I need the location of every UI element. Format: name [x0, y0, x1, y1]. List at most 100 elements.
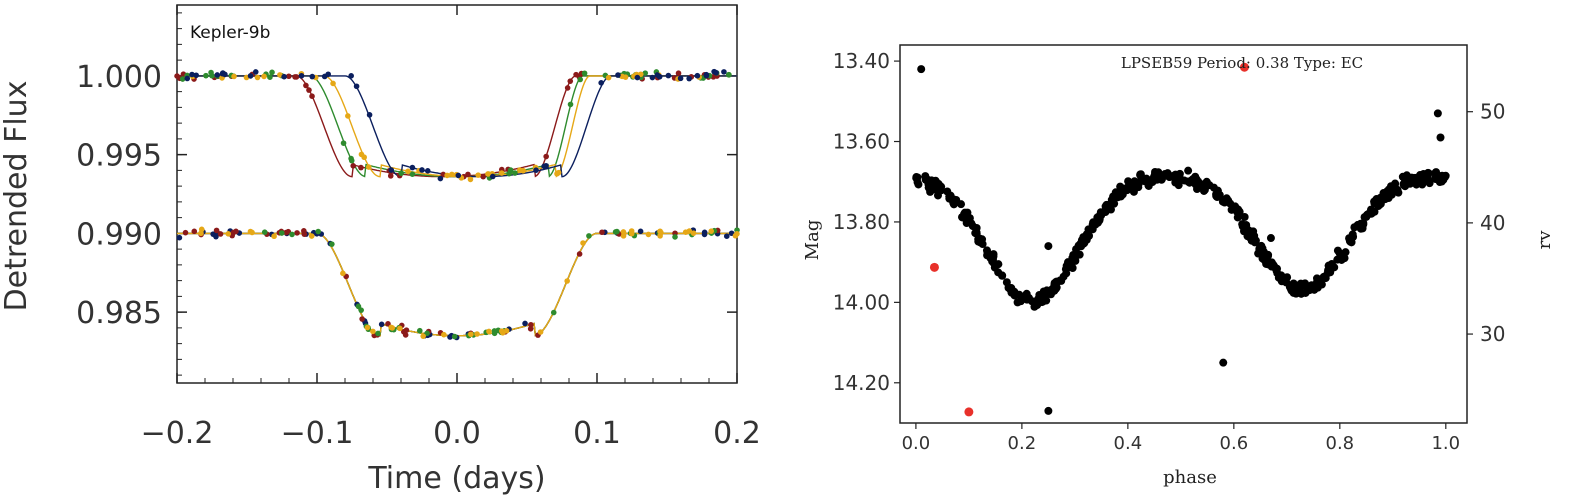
flux-point — [682, 229, 689, 235]
x-tick-label: 1.0 — [1431, 433, 1460, 454]
flux-point — [247, 73, 254, 79]
flux-point — [225, 231, 232, 237]
mag-point — [1372, 195, 1381, 204]
mag-point — [1243, 226, 1252, 235]
x-tick-label: 0.2 — [1008, 433, 1037, 454]
flux-point — [657, 228, 663, 235]
chart-annotation: Kepler-9b — [190, 23, 270, 43]
flux-point — [503, 327, 510, 334]
mag-point — [1152, 175, 1161, 184]
mag-point — [974, 237, 983, 246]
flux-point — [366, 112, 373, 118]
mag-point — [914, 180, 923, 189]
flux-point — [645, 231, 652, 238]
mag-point — [1386, 187, 1395, 196]
mag-point — [1348, 230, 1357, 239]
flux-point — [586, 233, 592, 239]
x-tick-label: 0.2 — [713, 416, 761, 451]
mag-point — [1234, 205, 1243, 214]
mag-outlier-point — [1044, 406, 1053, 415]
mag-point — [1151, 168, 1160, 177]
flux-point — [686, 75, 692, 82]
y-tick-label: 13.40 — [833, 49, 890, 73]
mag-point — [1192, 181, 1201, 190]
flux-point — [449, 171, 455, 178]
mag-point — [1010, 287, 1019, 296]
mag-point — [1057, 276, 1066, 285]
flux-point — [721, 69, 727, 75]
flux-point — [675, 70, 682, 77]
y-tick-label: 0.995 — [76, 139, 162, 174]
flux-point — [286, 73, 292, 80]
flux-point — [294, 230, 300, 236]
mag-point — [949, 195, 958, 204]
y2-axis-label: rv — [1534, 230, 1555, 250]
flux-point — [330, 80, 336, 87]
flux-point — [581, 70, 588, 77]
y-tick-label: 14.20 — [833, 371, 890, 395]
mag-point — [1116, 182, 1125, 191]
x-tick-label: 0.0 — [902, 433, 931, 454]
mag-outlier-point — [1436, 133, 1445, 142]
mag-point — [972, 228, 981, 237]
flux-point — [208, 69, 214, 76]
flux-point — [306, 87, 312, 93]
flux-point — [703, 71, 710, 78]
flux-point — [231, 73, 237, 80]
mag-point — [1101, 206, 1110, 215]
flux-point — [573, 71, 579, 78]
flux-point — [634, 74, 641, 81]
x-axis-label: Time (days) — [367, 461, 545, 496]
flux-point — [292, 74, 298, 80]
y-tick-label: 0.985 — [76, 296, 162, 331]
model-curve-lower — [177, 232, 737, 337]
flux-point — [665, 72, 672, 79]
flux-point — [615, 72, 621, 78]
flux-point — [348, 73, 354, 79]
mag-point — [1441, 171, 1450, 180]
flux-point — [217, 231, 224, 237]
mag-point — [983, 250, 992, 259]
flux-point — [340, 140, 347, 146]
mag-point — [937, 186, 946, 195]
flux-point — [365, 164, 372, 170]
mag-point — [1109, 199, 1118, 208]
flux-point — [599, 229, 605, 236]
flux-point — [637, 228, 644, 235]
mag-point — [1165, 173, 1174, 182]
flux-point — [261, 73, 267, 80]
mag-point — [1326, 268, 1335, 277]
mag-point — [1213, 192, 1222, 201]
flux-point — [654, 72, 661, 78]
flux-point — [325, 71, 332, 78]
model-curve-lower — [177, 232, 737, 337]
flux-point — [345, 113, 351, 119]
flux-point — [498, 328, 505, 334]
flux-point — [564, 85, 571, 91]
mag-point — [1434, 172, 1443, 181]
flux-point — [405, 168, 411, 175]
flux-point — [184, 75, 191, 82]
mag-point — [1354, 220, 1363, 229]
mag-point — [1030, 302, 1039, 311]
flux-point — [278, 230, 285, 236]
model-curve-upper — [177, 75, 737, 178]
flux-point — [541, 163, 547, 170]
y-axis-label: Mag — [802, 220, 823, 261]
flux-point — [628, 228, 635, 234]
flux-point — [361, 154, 367, 161]
flux-point — [203, 72, 209, 79]
lpseb59-svg: 0.0 0.2 0.4 0.6 0.8 1.0 13.40 13.60 13.80 14.00 1… — [802, 44, 1555, 488]
model-curve-lower — [177, 232, 737, 337]
mag-point — [1401, 176, 1410, 185]
flux-point — [191, 228, 198, 235]
mag-point — [924, 183, 933, 192]
flux-point — [315, 228, 322, 235]
flux-point — [397, 325, 403, 332]
mag-point — [913, 173, 922, 182]
mag-outlier-point — [1219, 358, 1228, 367]
flux-point — [605, 74, 612, 81]
flux-point — [309, 73, 316, 80]
mag-point — [994, 268, 1003, 277]
flux-point — [498, 170, 505, 176]
